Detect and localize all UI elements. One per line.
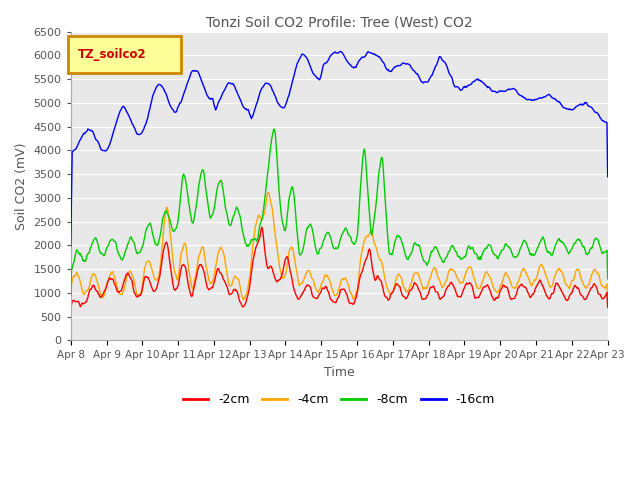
Text: TZ_soilco2: TZ_soilco2 <box>77 48 147 61</box>
Legend: -2cm, -4cm, -8cm, -16cm: -2cm, -4cm, -8cm, -16cm <box>179 388 500 411</box>
X-axis label: Time: Time <box>324 366 355 379</box>
FancyBboxPatch shape <box>68 36 180 73</box>
Y-axis label: Soil CO2 (mV): Soil CO2 (mV) <box>15 142 28 230</box>
Title: Tonzi Soil CO2 Profile: Tree (West) CO2: Tonzi Soil CO2 Profile: Tree (West) CO2 <box>206 15 472 29</box>
